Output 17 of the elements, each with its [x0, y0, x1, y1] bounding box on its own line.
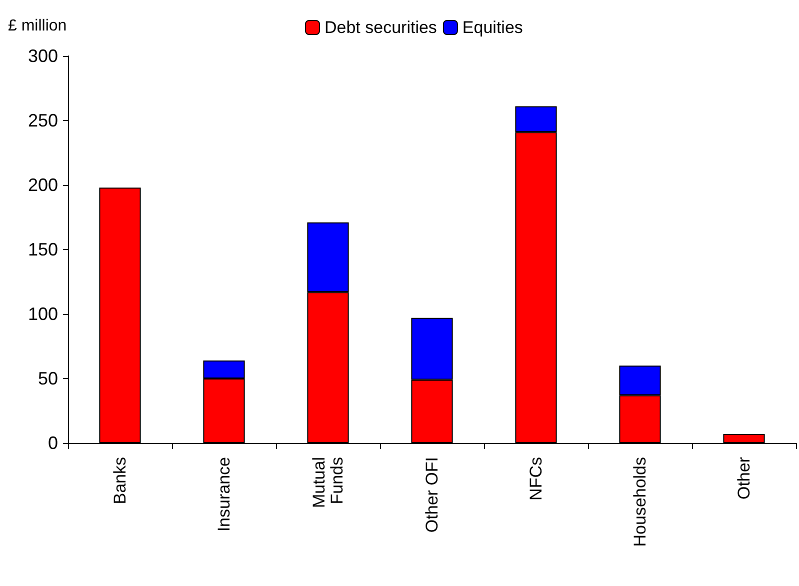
y-tick-label: 50 [38, 368, 58, 388]
x-tick-label: Banks [110, 457, 130, 504]
legend-label: Debt securities [324, 18, 437, 37]
x-tick-label: Insurance [214, 457, 234, 532]
x-tick-label: Mutual Funds [310, 457, 346, 508]
y-tick-label: 250 [28, 110, 58, 130]
x-tick-label: NFCs [526, 457, 546, 500]
y-tick-label: 300 [28, 46, 58, 66]
legend-label: Equities [462, 18, 523, 37]
y-tick-label: 100 [28, 304, 58, 324]
y-tick-label: 150 [28, 240, 58, 260]
x-tick-label: Other [734, 456, 754, 500]
x-tick-label: Other OFI [422, 457, 442, 533]
y-axis-title: £ million [8, 18, 67, 34]
y-tick-label: 200 [28, 175, 58, 195]
y-tick-label: 0 [48, 433, 58, 453]
x-tick-label: Households [630, 457, 650, 547]
